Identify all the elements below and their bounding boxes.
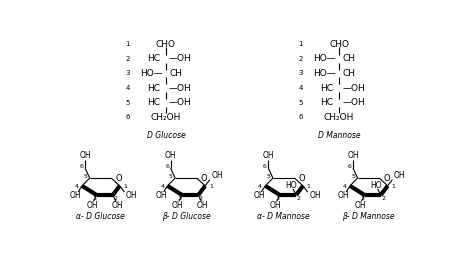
Text: OH: OH (70, 191, 82, 200)
Text: α- D Glucose: α- D Glucose (76, 212, 125, 221)
Text: O: O (298, 174, 305, 183)
Text: HO: HO (286, 180, 297, 190)
Text: 4: 4 (75, 184, 79, 189)
Text: 6: 6 (263, 164, 267, 169)
Text: OH: OH (394, 171, 405, 180)
Text: 2: 2 (381, 197, 385, 201)
Text: 5: 5 (267, 174, 271, 179)
Text: OH: OH (165, 150, 176, 160)
Text: OH: OH (338, 191, 350, 200)
Text: —OH: —OH (169, 54, 192, 63)
Text: OH: OH (197, 200, 209, 210)
Text: O: O (115, 174, 122, 183)
Text: OH: OH (172, 200, 183, 210)
Text: 1: 1 (392, 184, 395, 189)
Text: OH: OH (86, 200, 98, 210)
Text: 3: 3 (125, 70, 130, 76)
Text: 3: 3 (360, 197, 365, 201)
Text: 4: 4 (258, 184, 262, 189)
Text: 5: 5 (169, 174, 173, 179)
Text: OH: OH (263, 150, 274, 160)
Text: 1: 1 (124, 184, 128, 189)
Text: 5: 5 (125, 100, 129, 106)
Text: OH: OH (211, 171, 223, 180)
Text: —OH: —OH (342, 98, 365, 107)
Text: HC: HC (320, 83, 333, 93)
Text: 1: 1 (299, 41, 303, 47)
Text: HO—: HO— (313, 69, 336, 78)
Text: 4: 4 (160, 184, 164, 189)
Text: OH: OH (155, 191, 167, 200)
Text: 6: 6 (80, 164, 83, 169)
Text: CHO: CHO (156, 40, 176, 49)
Text: 4: 4 (343, 184, 347, 189)
Text: —OH: —OH (342, 83, 365, 93)
Text: CH₂OH: CH₂OH (151, 113, 181, 122)
Text: 3: 3 (92, 197, 96, 201)
Text: 6: 6 (165, 164, 169, 169)
Text: 3: 3 (178, 197, 182, 201)
Text: CH: CH (169, 69, 182, 78)
Text: —OH: —OH (169, 98, 192, 107)
Text: OH: OH (354, 200, 366, 210)
Text: CH: CH (342, 69, 355, 78)
Text: 6: 6 (299, 114, 303, 120)
Text: HC: HC (320, 98, 333, 107)
Text: O: O (383, 174, 390, 183)
Text: OH: OH (79, 150, 91, 160)
Text: 2: 2 (125, 56, 129, 62)
Text: 2: 2 (296, 197, 301, 201)
Text: 1: 1 (307, 184, 311, 189)
Text: 6: 6 (347, 164, 352, 169)
Text: 5: 5 (351, 174, 356, 179)
Text: OH: OH (111, 200, 123, 210)
Text: CHO: CHO (329, 40, 349, 49)
Text: HO—: HO— (140, 69, 163, 78)
Text: OH: OH (253, 191, 265, 200)
Text: OH: OH (126, 191, 137, 200)
Text: HC: HC (147, 54, 160, 63)
Text: 5: 5 (83, 174, 87, 179)
Text: OH: OH (309, 191, 321, 200)
Text: 4: 4 (299, 85, 303, 91)
Text: —OH: —OH (169, 83, 192, 93)
Text: 2: 2 (199, 197, 202, 201)
Text: HO—: HO— (313, 54, 336, 63)
Text: 2: 2 (299, 56, 303, 62)
Text: 1: 1 (125, 41, 130, 47)
Text: HC: HC (147, 98, 160, 107)
Text: 5: 5 (299, 100, 303, 106)
Text: CH₂OH: CH₂OH (324, 113, 355, 122)
Text: 2: 2 (113, 197, 117, 201)
Text: 6: 6 (125, 114, 130, 120)
Text: β- D Mannose: β- D Mannose (342, 212, 395, 221)
Text: HO: HO (370, 180, 382, 190)
Text: D Glucose: D Glucose (146, 131, 185, 140)
Text: OH: OH (347, 150, 359, 160)
Text: OH: OH (269, 200, 281, 210)
Text: 3: 3 (275, 197, 280, 201)
Text: 3: 3 (299, 70, 303, 76)
Text: CH: CH (342, 54, 355, 63)
Text: HC: HC (147, 83, 160, 93)
Text: β- D Glucose: β- D Glucose (162, 212, 210, 221)
Text: α- D Mannose: α- D Mannose (257, 212, 310, 221)
Text: O: O (201, 174, 207, 183)
Text: 1: 1 (209, 184, 213, 189)
Text: 4: 4 (125, 85, 129, 91)
Text: D Mannose: D Mannose (318, 131, 361, 140)
